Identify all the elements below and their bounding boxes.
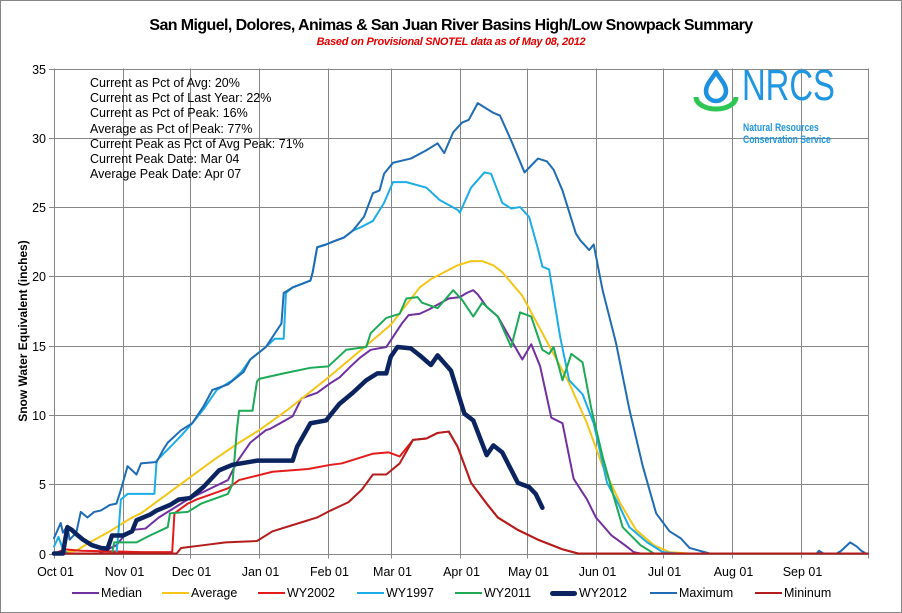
legend: Median Average WY2002 WY1997 WY2011 WY2012 Max… [0, 585, 902, 601]
legend-label: WY2011 [484, 586, 532, 600]
series-line-maximum [53, 102, 867, 555]
logo-acronym: NRCS [742, 61, 835, 110]
logo-text-line2: Conservation Service [743, 134, 831, 146]
legend-label: Maximum [679, 586, 734, 600]
x-tick-label: Mar 01 [373, 565, 412, 579]
x-tick-label: Sep 01 [783, 565, 823, 579]
legend-swatch [550, 590, 577, 596]
legend-swatch [72, 591, 99, 595]
stat-current-pct-avg: Current as Pct of Avg: 20% [90, 76, 240, 90]
legend-label: WY1997 [386, 586, 434, 600]
y-tick-label: 30 [32, 132, 46, 146]
chart-title: San Miguel, Dolores, Animas & San Juan R… [149, 17, 753, 34]
legend-label: WY2012 [579, 586, 627, 600]
chart-subtitle: Based on Provisional SNOTEL data as of M… [316, 36, 586, 48]
y-tick-label: 20 [32, 270, 46, 284]
legend-label: WY2002 [287, 586, 335, 600]
axes: 0 5 10 15 20 25 30 35 Oct 01 Nov 01 Dec 01 Jan 01 Fe… [16, 63, 869, 579]
series-line-median [53, 289, 869, 555]
legend-swatch [258, 591, 285, 595]
series-group [51, 102, 869, 556]
x-tick-label: Jan 01 [242, 565, 280, 579]
x-tick-label: Nov 01 [105, 565, 145, 579]
legend-item-average: Average [162, 585, 237, 601]
legend-label: Mininum [784, 586, 832, 600]
legend-item-median: Median [72, 585, 142, 601]
legend-item-maximum: Maximum [650, 585, 733, 601]
series-line-wy1997 [53, 171, 869, 555]
y-axis-title: Snow Water Equivalent (inches) [16, 240, 30, 422]
legend-item-wy2002: WY2002 [258, 585, 335, 601]
stat-current-peak-date: Current Peak Date: Mar 04 [90, 151, 240, 166]
stat-average-peak-date: Average Peak Date: Apr 07 [90, 167, 242, 182]
stat-average-pct-peak: Average as Pct of Peak: 77% [90, 121, 253, 136]
x-tick-label: Oct 01 [37, 565, 74, 579]
x-tick-label: May 01 [508, 565, 549, 579]
stat-current-peak-pct-avg-peak: Current Peak as Pct of Avg Peak: 71% [90, 136, 304, 151]
legend-swatch [755, 591, 782, 595]
legend-swatch [455, 591, 482, 595]
statistics-annotation: Current as Pct of Avg: 20% Current as Pc… [90, 76, 304, 182]
stat-current-pct-peak: Current as Pct of Peak: 16% [90, 106, 248, 121]
series-line-wy2012 [51, 344, 545, 556]
water-drop-icon [693, 69, 739, 112]
legend-swatch [357, 591, 384, 595]
series-line-wy2011 [53, 289, 869, 555]
x-tick-label: Apr 01 [443, 565, 480, 579]
legend-item-wy2011: WY2011 [455, 585, 531, 601]
nrcs-logo: NRCS Natural Resources Conservation Serv… [690, 61, 850, 149]
stat-current-pct-last-year: Current as Pct of Last Year: 22% [90, 91, 272, 106]
series-line-mininum [53, 430, 869, 555]
y-tick-label: 5 [39, 478, 46, 492]
y-tick-label: 35 [32, 63, 46, 77]
logo-text-line1: Natural Resources [743, 122, 819, 134]
legend-item-wy1997: WY1997 [357, 585, 434, 601]
x-tick-label: Jun 01 [579, 565, 617, 579]
y-tick-label: 10 [32, 409, 46, 423]
y-tick-label: 0 [39, 548, 46, 562]
legend-swatch [162, 591, 189, 595]
y-tick-label: 25 [32, 201, 46, 215]
legend-item-wy2012: WY2012 [550, 585, 627, 601]
legend-label: Median [101, 586, 142, 600]
x-tick-label: Jul 01 [648, 565, 681, 579]
legend-item-mininum: Mininum [755, 585, 831, 601]
x-tick-label: Dec 01 [172, 565, 212, 579]
series-line-average [53, 260, 869, 555]
legend-label: Average [191, 586, 238, 600]
y-tick-label: 15 [32, 340, 46, 354]
x-tick-label: Aug 01 [714, 565, 754, 579]
x-tick-label: Feb 01 [310, 565, 349, 579]
legend-swatch [650, 591, 677, 595]
